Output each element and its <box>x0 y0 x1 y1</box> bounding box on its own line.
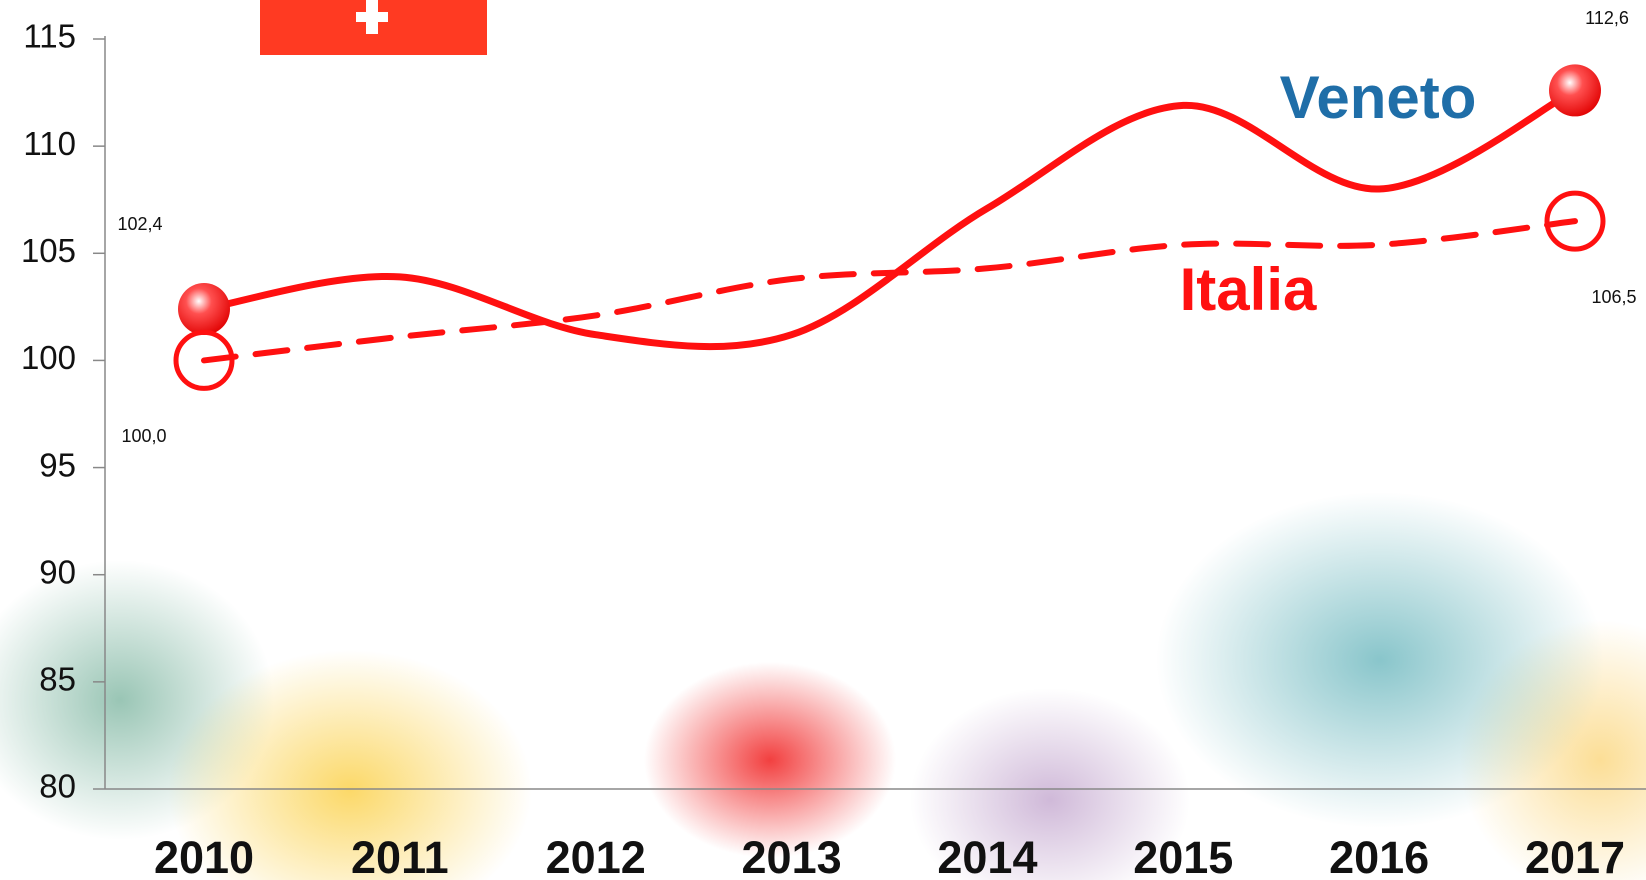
y-tick-label: 110 <box>23 125 76 162</box>
value-label: 112,6 <box>1585 8 1629 28</box>
banner-icon <box>356 12 388 22</box>
x-tick-label: 2016 <box>1329 832 1429 880</box>
series-label: Veneto <box>1280 64 1477 131</box>
value-label: 106,5 <box>1591 287 1636 307</box>
point-marker <box>178 283 230 335</box>
page: {"chart_data": {"type": "line", "categor… <box>0 0 1646 880</box>
y-tick-label: 95 <box>39 446 76 483</box>
series-label: Italia <box>1180 256 1317 323</box>
x-tick-label: 2013 <box>742 832 842 880</box>
series-line <box>204 221 1575 360</box>
x-tick-label: 2017 <box>1525 832 1625 880</box>
y-tick-label: 80 <box>39 768 76 805</box>
x-tick-label: 2010 <box>154 832 254 880</box>
y-tick-label: 115 <box>23 18 76 55</box>
x-tick-label: 2015 <box>1133 832 1233 880</box>
point-marker <box>1549 64 1601 116</box>
y-tick-label: 85 <box>39 661 76 698</box>
y-tick-label: 100 <box>21 339 76 376</box>
y-tick-label: 105 <box>21 232 76 269</box>
x-tick-label: 2012 <box>546 832 646 880</box>
x-tick-label: 2014 <box>937 832 1037 880</box>
chart: 80 85 90 95 100 105 110 115 2010 2011 2012 2013 2014… <box>0 0 1646 880</box>
value-label: 100,0 <box>121 426 166 446</box>
x-tick-label: 2011 <box>351 832 449 880</box>
y-tick-label: 90 <box>39 553 76 590</box>
value-label: 102,4 <box>117 214 162 234</box>
